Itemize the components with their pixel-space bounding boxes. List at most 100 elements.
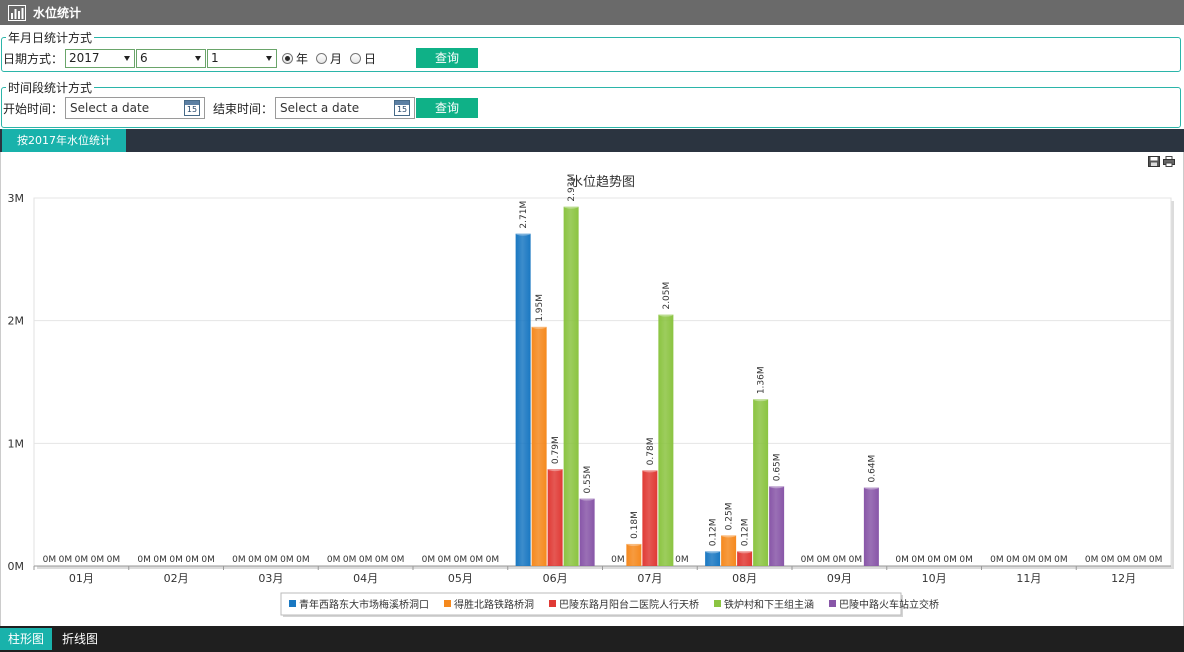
data-label: 0.79M [551,436,561,464]
bar-cap [563,204,579,209]
tab-bar-chart[interactable]: 柱形图 [0,628,52,650]
chart-toolbar [1148,156,1175,167]
data-label: 0M [927,555,941,565]
ymd-filter-group: 年月日统计方式 [1,29,1181,72]
day-select[interactable]: 1 [207,48,278,68]
x-tick-label: 06月 [543,572,568,585]
data-label: 0M [107,555,121,565]
radio-year[interactable]: 年 [282,50,308,67]
range-query-button[interactable]: 查询 [416,98,478,118]
legend-entry: 巴陵东路月阳台二医院人行天桥 [559,598,699,611]
radio-month-indicator[interactable] [316,52,328,64]
data-label: 0.64M [867,455,877,483]
end-date-input[interactable]: Select a date 15 [275,97,416,119]
x-tick-label: 01月 [69,572,94,585]
data-label: 0.12M [709,518,719,546]
x-tick-label: 04月 [353,572,378,585]
radio-day-label: 日 [364,51,377,66]
bar [737,551,753,566]
range-legend: 时间段统计方式 [8,81,93,95]
legend-box [280,592,902,616]
legend-entry: 青年西路东大市场梅溪桥洞口 [299,598,429,611]
data-label: 0M [943,555,957,565]
radio-day[interactable]: 日 [350,50,376,67]
x-tick-label: 05月 [448,572,473,585]
legend-entry: 得胜北路铁路桥洞 [454,598,534,611]
data-label: 0M [422,555,436,565]
data-label: 0M [296,555,310,565]
title-bar: 水位统计 [0,0,1184,25]
x-tick-label: 03月 [258,572,283,585]
radio-year-label: 年 [296,51,309,66]
tab-line-chart[interactable]: 折线图 [61,632,98,646]
ymd-query-button[interactable]: 查询 [416,48,478,68]
x-tick-label: 11月 [1016,572,1041,585]
data-label: 0M [59,555,73,565]
data-label: 0M [153,555,167,565]
data-label: 0M [833,555,847,565]
bar-cap [769,484,785,489]
chevron-down-icon [195,55,202,61]
bar [579,498,595,566]
legend-swatch [714,600,721,607]
data-label: 0M [911,555,925,565]
data-label: 0M [1054,555,1068,565]
x-tick-label: 10月 [922,572,947,585]
data-label: 1.95M [535,294,545,322]
plot-area [33,197,1172,567]
data-label: 0M [1101,555,1115,565]
data-label: 0M [454,555,468,565]
data-label: 0M [280,555,294,565]
radio-year-indicator[interactable] [282,52,294,64]
bar-cap [531,324,547,329]
data-label: 0M [1149,555,1163,565]
bar [753,399,769,566]
bar [515,233,531,566]
ymd-row: 日期方式： 2017 6 1 年 月 日 [3,47,376,69]
bar [626,543,642,566]
data-label: 0M [248,555,262,565]
year-select[interactable]: 2017 [65,48,136,68]
end-time-label: 结束时间： [213,101,274,116]
bar [658,314,674,566]
data-label: 0M [43,555,57,565]
data-label: 0M [849,555,863,565]
data-label: 0M [185,555,199,565]
data-label: 0M [438,555,452,565]
y-tick-label: 1M [8,437,25,450]
data-label: 0M [895,555,909,565]
data-label: 1.36M [757,366,767,394]
print-icon[interactable] [1163,156,1175,167]
data-label: 0M [232,555,246,565]
start-date-input[interactable]: Select a date 15 [65,97,206,119]
data-label: 0.65M [773,453,783,481]
save-icon[interactable] [1148,156,1160,167]
data-label: 0M [1006,555,1020,565]
radio-month[interactable]: 月 [316,50,342,67]
data-label: 0M [1133,555,1147,565]
data-label: 0.55M [583,466,593,494]
data-label: 0M [391,555,405,565]
data-label: 0.18M [630,511,640,539]
data-label: 0M [817,555,831,565]
calendar-icon[interactable]: 15 [394,100,411,116]
y-tick-label: 2M [8,315,25,328]
month-select[interactable]: 6 [136,48,207,68]
chevron-down-icon [266,55,273,61]
legend-entry: 铁炉村和下王组主涵 [724,598,814,611]
bar [531,326,547,566]
data-label: 0M [1117,555,1131,565]
bar [863,487,879,566]
chart-panel: 水位趋势图 0M 1M 2M 3M 01月 0M 0M 0M 0M 0M 02月 0M 0M 0M 0M 0M 0… [0,152,1184,626]
bar [705,551,721,566]
calendar-icon[interactable]: 15 [184,100,201,116]
bar [563,206,579,566]
data-label: 0M [137,555,151,565]
start-time-label: 开始时间： [3,101,64,116]
data-label: 2.71M [519,201,529,229]
radio-day-indicator[interactable] [350,52,362,64]
day-value: 1 [211,50,219,65]
month-value: 6 [140,50,148,65]
data-label: 0M [470,555,484,565]
tab-year-stats[interactable]: 按2017年水位统计 [2,129,126,152]
